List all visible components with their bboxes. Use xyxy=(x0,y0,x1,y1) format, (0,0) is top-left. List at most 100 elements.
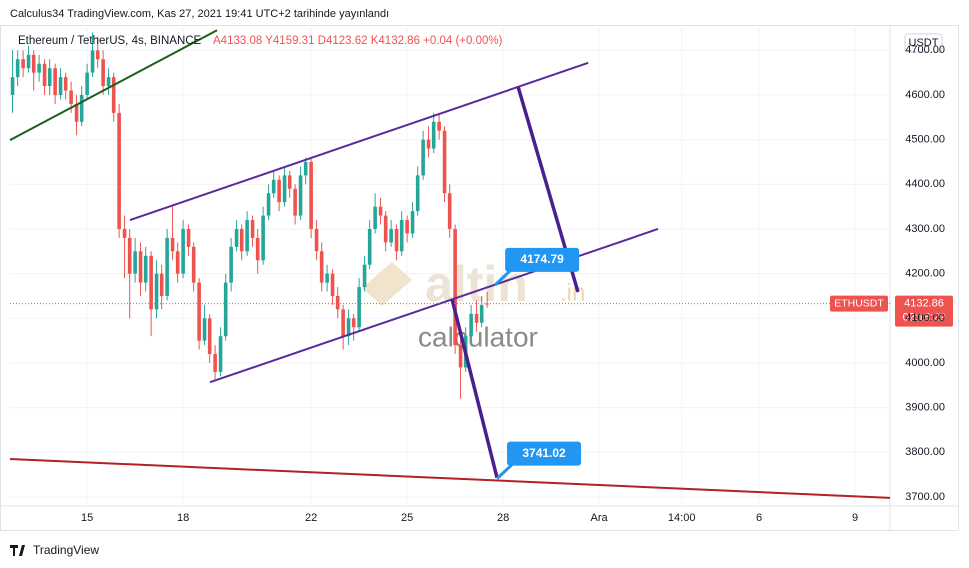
candle-body xyxy=(95,50,100,60)
candle-body xyxy=(165,237,169,296)
candle-body xyxy=(170,237,175,252)
candle-body xyxy=(325,273,329,283)
candle-body xyxy=(37,63,41,73)
candle-body xyxy=(63,77,68,91)
candle-body xyxy=(399,220,404,252)
candle-body xyxy=(309,161,313,229)
candle-body xyxy=(303,161,308,176)
candle-body xyxy=(218,336,223,372)
overlay: 4174.79 3741.02 ETHUSDT 4132.86 02:18:29 USDT xyxy=(10,33,953,480)
y-tick-label: 4300.00 xyxy=(905,223,945,235)
candle-body xyxy=(47,68,52,87)
candle-body xyxy=(154,273,159,310)
callout-label: 4174.79 xyxy=(520,252,564,266)
candle-body xyxy=(53,68,57,95)
y-tick-label: 4100.00 xyxy=(905,312,945,324)
y-tick-label: 4700.00 xyxy=(905,44,945,56)
candle-body xyxy=(31,54,36,73)
candle-body xyxy=(383,215,388,243)
candle-body xyxy=(202,318,207,341)
candle-body xyxy=(341,309,345,337)
candles xyxy=(10,32,489,399)
candle-body xyxy=(111,77,116,113)
candle-body xyxy=(26,54,31,69)
symbol-box xyxy=(830,295,888,312)
candle-body xyxy=(479,304,484,323)
candle-body xyxy=(421,139,425,176)
symbol-label: ETHUSDT xyxy=(834,297,884,309)
candle-body xyxy=(373,206,377,229)
callout-label: 3741.02 xyxy=(522,446,566,460)
candle-body xyxy=(42,63,47,87)
callout-box xyxy=(507,441,582,466)
watermark-logo xyxy=(362,262,412,306)
candle-body xyxy=(69,90,73,104)
candle-body xyxy=(10,77,15,95)
candle-body xyxy=(282,175,287,203)
watermark-text: calculator xyxy=(418,321,538,352)
candle-body xyxy=(138,251,143,283)
trend-line xyxy=(450,299,499,479)
candle-body xyxy=(181,228,185,274)
candle-body xyxy=(277,179,281,203)
candle-body xyxy=(207,318,212,355)
y-tick-label: 4200.00 xyxy=(905,268,945,280)
x-tick-label: 6 xyxy=(756,512,762,524)
candle-body xyxy=(191,246,196,283)
drawings xyxy=(9,29,891,499)
x-tick-label: 14:00 xyxy=(668,512,696,524)
callout-box xyxy=(505,247,580,272)
candle-body xyxy=(127,237,132,274)
candle-body xyxy=(442,130,447,194)
price-label: 4132.86 xyxy=(904,298,944,310)
y-tick-label: 3800.00 xyxy=(905,446,945,458)
candle-body xyxy=(58,77,63,95)
y-tick-label: 4600.00 xyxy=(905,89,945,101)
watermark-text: .in xyxy=(560,279,585,306)
candle-body xyxy=(79,94,84,122)
logo-icon xyxy=(10,545,25,556)
candle-body xyxy=(250,220,255,238)
candle-body xyxy=(415,175,420,212)
candle-body xyxy=(74,103,79,122)
candle-body xyxy=(346,318,351,337)
candle-body xyxy=(453,228,457,346)
candle-body xyxy=(357,287,361,328)
candle-body xyxy=(213,354,217,372)
y-tick-label: 4500.00 xyxy=(905,134,945,146)
candle-body xyxy=(122,228,127,238)
trend-line xyxy=(9,29,218,141)
price-box xyxy=(895,295,953,327)
candle-body xyxy=(133,251,137,274)
x-tick-label: 28 xyxy=(497,512,509,524)
x-tick-label: 18 xyxy=(177,512,189,524)
candle-body xyxy=(90,50,95,73)
candle-body xyxy=(186,228,191,247)
candle-body xyxy=(378,206,383,216)
candle-body xyxy=(335,295,340,310)
x-tick-label: Ara xyxy=(591,512,609,524)
candle-body xyxy=(319,251,324,283)
x-tick-label: 22 xyxy=(305,512,317,524)
candle-body xyxy=(447,193,452,229)
candle-body xyxy=(298,175,303,216)
candle-body xyxy=(106,77,111,87)
footer: TradingView xyxy=(33,543,99,557)
candle-body xyxy=(197,282,201,341)
candle-body xyxy=(239,228,244,252)
y-tick-label: 3900.00 xyxy=(905,402,945,414)
candle-body xyxy=(15,59,20,78)
candle-body xyxy=(287,175,292,189)
x-tick-label: 15 xyxy=(81,512,93,524)
x-tick-label: 9 xyxy=(852,512,858,524)
candle-body xyxy=(159,273,164,296)
candle-body xyxy=(234,228,239,247)
candle-body xyxy=(229,246,233,283)
header: Calculus34 TradingView.com, Kas 27, 2021… xyxy=(10,8,389,20)
candle-body xyxy=(405,220,409,234)
candle-body xyxy=(261,215,265,261)
callout-pointer xyxy=(494,268,513,286)
y-tick-label: 3700.00 xyxy=(905,491,945,503)
x-tick-label: 25 xyxy=(401,512,413,524)
